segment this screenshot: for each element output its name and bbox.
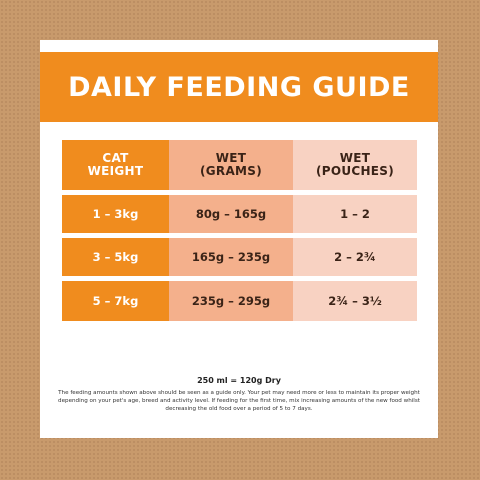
row-1-pouches: 1 – 2 bbox=[293, 195, 417, 233]
header-grams-line1: WET bbox=[215, 151, 247, 165]
feeding-note: The feeding amounts shown above should b… bbox=[58, 390, 420, 412]
row-1-grams: 80g – 165g bbox=[169, 195, 293, 233]
feeding-table: CAT WEIGHT WET (GRAMS) WET (POUCHES) 1 –… bbox=[62, 140, 417, 321]
row-3-pouches: 2¾ – 3½ bbox=[293, 281, 417, 321]
header-grams-line2: (GRAMS) bbox=[199, 164, 263, 178]
title-banner: DAILY FEEDING GUIDE bbox=[40, 52, 438, 122]
row-2-pouches: 2 – 2¾ bbox=[293, 238, 417, 276]
header-cat-line1: CAT bbox=[102, 151, 129, 165]
header-cat-line2: WEIGHT bbox=[87, 164, 144, 178]
conversion-text: 250 ml = 120g Dry bbox=[197, 376, 281, 385]
header-wet-grams: WET (GRAMS) bbox=[169, 140, 293, 190]
header-pouches-line1: WET bbox=[339, 151, 371, 165]
row-1-weight: 1 – 3kg bbox=[62, 195, 169, 233]
feeding-guide-card: DAILY FEEDING GUIDE CAT WEIGHT WET (GRAM… bbox=[40, 40, 438, 438]
page-title: DAILY FEEDING GUIDE bbox=[68, 71, 410, 103]
row-3-grams: 235g – 295g bbox=[169, 281, 293, 321]
row-2-weight: 3 – 5kg bbox=[62, 238, 169, 276]
header-wet-pouches: WET (POUCHES) bbox=[293, 140, 417, 190]
header-pouches-line2: (POUCHES) bbox=[315, 164, 395, 178]
row-3-weight: 5 – 7kg bbox=[62, 281, 169, 321]
header-cat-weight: CAT WEIGHT bbox=[62, 140, 169, 190]
row-2-grams: 165g – 235g bbox=[169, 238, 293, 276]
